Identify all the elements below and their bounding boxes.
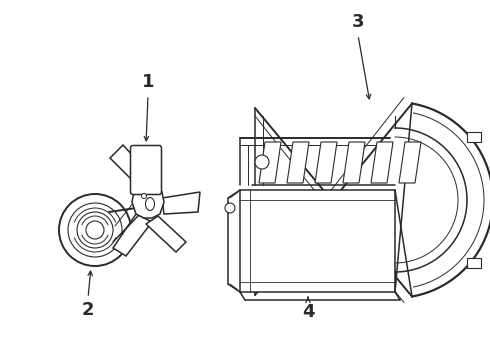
Circle shape xyxy=(255,155,269,169)
Ellipse shape xyxy=(146,198,154,211)
Polygon shape xyxy=(132,184,164,218)
Polygon shape xyxy=(259,142,281,183)
Circle shape xyxy=(225,203,235,213)
Circle shape xyxy=(86,221,104,239)
Circle shape xyxy=(142,194,147,198)
Text: 2: 2 xyxy=(82,301,94,319)
FancyBboxPatch shape xyxy=(467,132,481,142)
Circle shape xyxy=(68,203,122,257)
Polygon shape xyxy=(315,142,337,183)
Polygon shape xyxy=(113,214,152,256)
Polygon shape xyxy=(287,142,309,183)
Polygon shape xyxy=(343,142,365,183)
Text: 1: 1 xyxy=(142,73,154,91)
Circle shape xyxy=(59,194,131,266)
FancyBboxPatch shape xyxy=(130,145,162,194)
Polygon shape xyxy=(399,142,421,183)
Text: 4: 4 xyxy=(302,303,314,321)
Polygon shape xyxy=(371,142,393,183)
Bar xyxy=(240,190,395,292)
Polygon shape xyxy=(146,216,186,252)
FancyBboxPatch shape xyxy=(467,258,481,268)
Text: 3: 3 xyxy=(352,13,364,31)
Polygon shape xyxy=(110,145,153,188)
Circle shape xyxy=(77,212,113,248)
Polygon shape xyxy=(162,192,200,214)
